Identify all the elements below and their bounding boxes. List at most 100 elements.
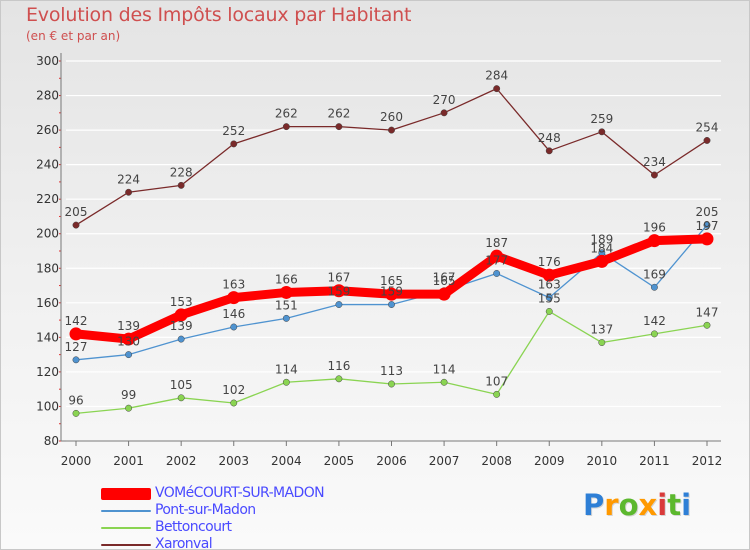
data-label: 189 (590, 233, 613, 247)
data-point (177, 181, 185, 189)
data-point (279, 285, 293, 299)
data-point (335, 123, 343, 131)
data-label: 224 (117, 172, 140, 186)
data-point (388, 301, 395, 308)
data-label: 155 (538, 291, 561, 305)
y-tick-label: 100 (36, 399, 59, 413)
data-point (335, 301, 343, 308)
data-label: 165 (380, 274, 403, 288)
data-label: 139 (117, 319, 140, 333)
data-point (388, 380, 395, 388)
x-tick-label: 2000 (61, 454, 92, 468)
data-point (125, 404, 133, 412)
legend-label: VOMéCOURT-SUR-MADON (155, 485, 325, 501)
data-point (122, 332, 136, 346)
x-tick-label: 2009 (534, 454, 565, 468)
y-tick-label: 280 (36, 89, 59, 103)
y-tick-label: 200 (36, 227, 59, 241)
data-label: 107 (485, 374, 508, 388)
data-label: 139 (170, 319, 193, 333)
x-tick-label: 2001 (113, 454, 144, 468)
data-label: 147 (696, 305, 719, 319)
x-tick-label: 2011 (639, 454, 670, 468)
y-tick-label: 240 (36, 158, 59, 172)
data-point (545, 294, 553, 302)
data-label: 165 (433, 274, 456, 288)
data-label: 284 (485, 69, 508, 83)
data-label: 127 (65, 340, 88, 354)
data-point (230, 399, 238, 407)
data-label: 113 (380, 364, 403, 378)
data-label: 205 (696, 205, 719, 219)
data-label: 169 (643, 267, 666, 281)
data-label: 167 (433, 271, 456, 285)
data-point (282, 123, 290, 131)
data-label: 187 (485, 236, 508, 250)
data-point (335, 375, 343, 383)
data-label: 96 (68, 393, 83, 407)
data-point (174, 308, 188, 322)
data-point (493, 390, 501, 398)
x-tick-label: 2007 (429, 454, 460, 468)
data-point (703, 221, 711, 229)
data-label: 163 (538, 278, 561, 292)
legend-label: Xaronval (155, 536, 213, 550)
data-point (545, 147, 553, 155)
data-point (440, 109, 448, 117)
data-label: 234 (643, 155, 666, 169)
x-tick-label: 2010 (587, 454, 618, 468)
data-point (700, 232, 714, 246)
data-point (332, 284, 346, 298)
data-point (230, 140, 238, 148)
data-point (177, 394, 185, 402)
chart-title: Evolution des Impôts locaux par Habitant (26, 4, 412, 26)
data-label: 252 (222, 124, 245, 138)
x-tick-label: 2006 (376, 454, 407, 468)
data-point (703, 321, 711, 329)
legend-swatch (101, 526, 151, 529)
data-point (490, 249, 504, 263)
data-label: 99 (121, 388, 136, 402)
data-label: 177 (485, 253, 508, 267)
data-point (493, 270, 501, 277)
data-point (230, 323, 238, 331)
data-label: 163 (222, 278, 245, 292)
data-point (703, 137, 711, 144)
legend-item: Xaronval (101, 536, 431, 550)
x-tick-label: 2005 (324, 454, 355, 468)
data-point (72, 409, 80, 417)
data-label: 262 (327, 107, 350, 121)
x-tick-label: 2002 (166, 454, 197, 468)
data-point (545, 308, 553, 315)
data-point (437, 287, 451, 301)
proxiti-logo: Proxiti (583, 488, 692, 522)
chart-legend: VOMéCOURT-SUR-MADON Pont-sur-Madon Bettonc… (101, 485, 431, 550)
data-label: 105 (170, 378, 193, 392)
data-label: 259 (590, 112, 613, 126)
data-label: 114 (275, 362, 298, 376)
data-point (647, 234, 661, 248)
data-point (69, 327, 83, 341)
data-label: 102 (222, 383, 245, 397)
data-label: 167 (327, 271, 350, 285)
y-tick-label: 300 (36, 54, 59, 68)
data-point (598, 339, 606, 346)
data-label: 205 (65, 205, 88, 219)
y-tick-label: 180 (36, 261, 59, 275)
data-label: 116 (327, 359, 350, 373)
y-tick-label: 220 (36, 192, 59, 206)
data-label: 260 (380, 110, 403, 124)
data-label: 142 (643, 314, 666, 328)
data-label: 159 (380, 285, 403, 299)
x-tick-label: 2004 (271, 454, 302, 468)
data-point (595, 254, 609, 268)
data-point (388, 126, 395, 134)
data-label: 254 (696, 120, 719, 134)
y-tick-label: 160 (36, 296, 59, 310)
data-point (72, 356, 80, 364)
data-label: 262 (275, 107, 298, 121)
data-point (227, 291, 241, 305)
legend-item: Bettoncourt (101, 519, 431, 536)
y-tick-label: 120 (36, 365, 59, 379)
data-point (125, 351, 133, 359)
